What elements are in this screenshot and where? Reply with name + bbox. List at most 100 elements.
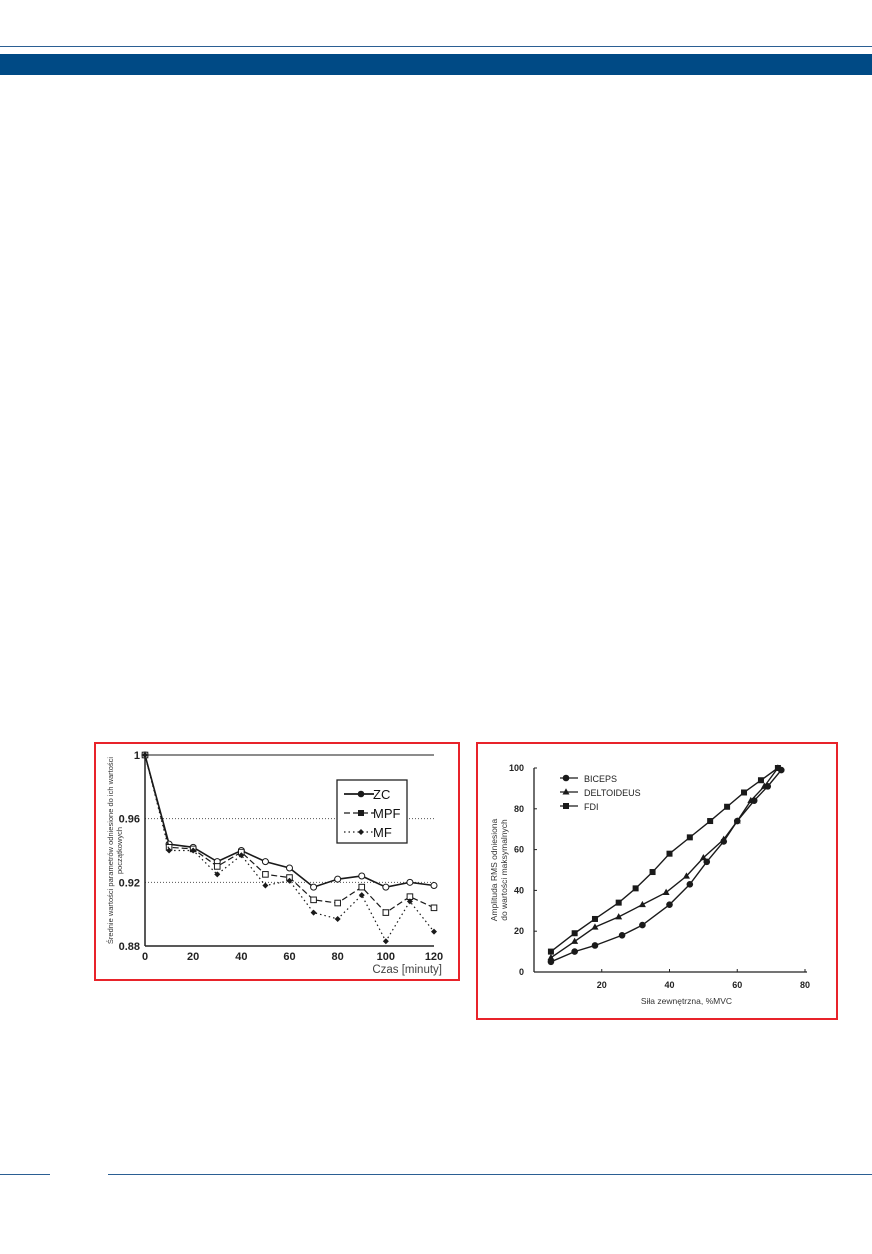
legend-label-deltoideus: DELTOIDEUS bbox=[584, 788, 641, 798]
data-point-mf bbox=[166, 847, 173, 854]
data-point-mf bbox=[238, 852, 245, 859]
y-tick-label: 100 bbox=[509, 763, 524, 773]
y-tick-label: 0.88 bbox=[119, 941, 140, 953]
x-tick-label: 100 bbox=[377, 951, 395, 963]
footer-rule-short bbox=[0, 1174, 50, 1175]
x-axis-label: Siła zewnętrzna, %MVC bbox=[641, 996, 732, 1006]
y-tick-label: 1 bbox=[134, 750, 140, 762]
data-point-fdi bbox=[591, 915, 598, 922]
y-axis-label-line1: Amplituda RMS odniesiona bbox=[489, 818, 499, 921]
data-point-mf bbox=[262, 882, 269, 889]
legend-label-fdi: FDI bbox=[584, 802, 599, 812]
data-point-fdi bbox=[741, 789, 748, 796]
data-point-fdi bbox=[649, 869, 656, 876]
x-tick-label: 0 bbox=[142, 951, 148, 963]
data-point-mpf bbox=[262, 871, 269, 878]
data-point-zc bbox=[430, 882, 438, 890]
y-tick-label: 0 bbox=[519, 967, 524, 977]
data-point-mpf bbox=[382, 909, 390, 916]
data-point-deltoideus bbox=[747, 796, 755, 804]
data-point-mf bbox=[358, 892, 365, 899]
data-point-fdi bbox=[707, 818, 714, 825]
data-point-deltoideus bbox=[720, 835, 728, 842]
data-point-mf bbox=[431, 928, 437, 935]
legend-label-mf: MF bbox=[373, 825, 392, 840]
y-tick-label: 40 bbox=[514, 885, 524, 895]
data-point-deltoideus bbox=[760, 782, 768, 789]
y-tick-label: 20 bbox=[514, 926, 524, 936]
data-point-biceps bbox=[639, 921, 646, 929]
data-point-mf bbox=[310, 909, 317, 916]
data-point-zc bbox=[334, 875, 342, 883]
data-point-mpf bbox=[310, 896, 317, 904]
y-tick-label: 0.92 bbox=[119, 877, 140, 889]
data-point-zc bbox=[286, 864, 293, 872]
x-tick-label: 40 bbox=[664, 980, 674, 990]
y-axis-label-line1: Średnie wartości parametrów odniesione d… bbox=[106, 757, 115, 945]
legend-marker-zc bbox=[357, 790, 365, 798]
x-tick-label: 120 bbox=[425, 951, 443, 963]
y-axis-label-line2: do wartości maksymalnych bbox=[499, 819, 509, 921]
x-axis-label: Czas [minuty] bbox=[372, 964, 442, 976]
footer-rule-long bbox=[108, 1174, 872, 1175]
data-point-mpf bbox=[430, 904, 438, 912]
y-axis-label: Amplituda RMS odniesionado wartości maks… bbox=[489, 818, 509, 921]
figure-frame-left: 0 20 40 60 80 100 120 0.88 0.92 0.96 1 Czas [minuty… bbox=[94, 742, 460, 981]
legend-marker-biceps bbox=[562, 774, 570, 782]
x-tick-label: 20 bbox=[187, 951, 199, 963]
data-point-mf bbox=[214, 871, 221, 878]
chart-rms-amplitude: 20 40 60 80 0 20 40 60 80 100 Siła zewnętrzna, %MV… bbox=[489, 763, 810, 1006]
x-tick-label: 80 bbox=[332, 951, 344, 963]
legend-marker-fdi bbox=[563, 803, 569, 809]
data-point-biceps bbox=[571, 948, 578, 955]
data-point-fdi bbox=[666, 850, 673, 857]
x-tick-label: 60 bbox=[732, 980, 742, 990]
data-point-fdi bbox=[632, 885, 639, 892]
chart-fatigue-parameters: 0 20 40 60 80 100 120 0.88 0.92 0.96 1 Czas [minuty… bbox=[106, 750, 443, 976]
x-tick-label: 40 bbox=[235, 951, 247, 963]
data-point-zc bbox=[382, 883, 390, 891]
data-point-mpf bbox=[334, 899, 341, 907]
data-point-deltoideus bbox=[662, 888, 670, 895]
data-point-deltoideus bbox=[638, 900, 646, 908]
legend-label-biceps: BICEPS bbox=[584, 774, 617, 784]
x-tick-label: 20 bbox=[597, 980, 607, 990]
data-point-fdi bbox=[757, 777, 764, 784]
data-point-mf bbox=[142, 752, 148, 758]
data-point-mf bbox=[286, 877, 293, 884]
y-tick-label: 80 bbox=[514, 804, 524, 814]
data-point-fdi bbox=[547, 948, 554, 955]
data-point-mf bbox=[190, 847, 197, 854]
data-point-deltoideus bbox=[615, 913, 623, 920]
data-point-biceps bbox=[666, 901, 673, 908]
data-point-fdi bbox=[724, 803, 731, 810]
legend-marker-mpf bbox=[358, 810, 364, 816]
data-point-mf bbox=[406, 898, 413, 905]
data-point-biceps bbox=[591, 942, 599, 949]
data-point-zc bbox=[406, 878, 414, 886]
data-point-deltoideus bbox=[547, 953, 555, 961]
legend-marker-deltoideus bbox=[562, 788, 570, 795]
legend-marker-mf bbox=[358, 829, 364, 835]
data-point-mpf bbox=[358, 883, 366, 891]
data-point-fdi bbox=[615, 899, 622, 906]
data-point-mpf bbox=[213, 863, 221, 870]
data-point-deltoideus bbox=[699, 853, 707, 861]
data-point-deltoideus bbox=[571, 937, 579, 944]
data-point-zc bbox=[310, 883, 318, 891]
y-axis-label-line2: początkowych bbox=[115, 827, 124, 874]
data-point-mf bbox=[382, 938, 389, 945]
data-point-deltoideus bbox=[733, 817, 741, 824]
data-point-fdi bbox=[571, 930, 578, 937]
figure-frame-right: 20 40 60 80 0 20 40 60 80 100 Siła zewnętrzna, %MV… bbox=[476, 742, 838, 1020]
y-axis-label: Średnie wartości parametrów odniesione d… bbox=[106, 757, 124, 945]
y-tick-label: 0.96 bbox=[119, 814, 140, 826]
header-rule bbox=[0, 46, 872, 47]
header-band bbox=[0, 54, 872, 75]
data-point-deltoideus bbox=[682, 872, 690, 879]
data-point-zc bbox=[358, 872, 366, 880]
data-point-zc bbox=[261, 858, 269, 866]
legend-label-zc: ZC bbox=[373, 787, 390, 802]
data-point-deltoideus bbox=[591, 923, 599, 930]
legend-label-mpf: MPF bbox=[373, 806, 401, 821]
